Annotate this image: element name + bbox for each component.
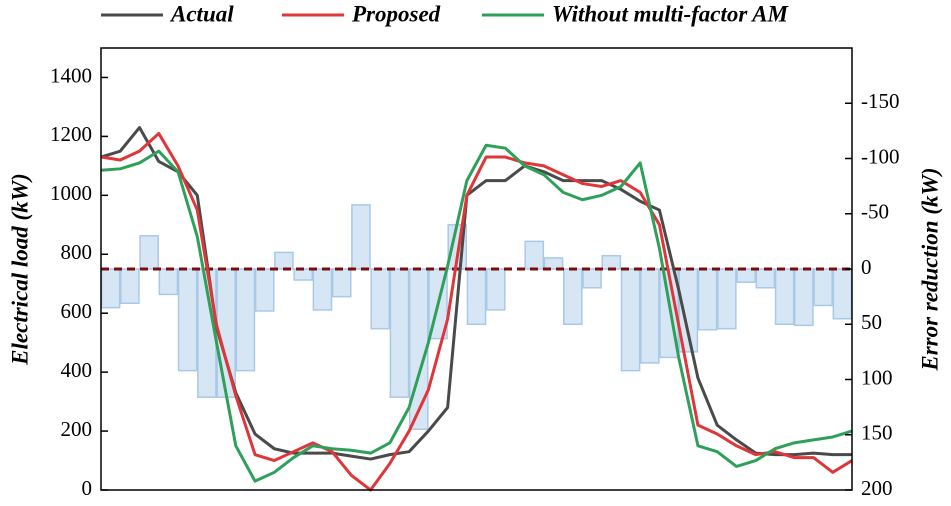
error-bar [254, 268, 275, 312]
error-bar [120, 268, 140, 305]
error-bar [582, 268, 602, 289]
line-series [100, 131, 853, 492]
y-tick-label: 1400 [50, 63, 92, 87]
y2-tick-label: 50 [861, 310, 882, 334]
legend-label: Proposed [351, 1, 441, 26]
y2-tick-label: 150 [861, 421, 893, 445]
error-bar [370, 268, 391, 330]
y-tick-label: 200 [61, 417, 93, 441]
error-bar [235, 268, 256, 372]
error-bar [774, 268, 795, 325]
error-bar [601, 254, 622, 270]
y-tick-label: 0 [82, 476, 93, 500]
y-tick-label: 400 [61, 358, 93, 382]
y-axis-label: Electrical load (kW) [7, 173, 32, 366]
error-bar [832, 268, 853, 320]
y2-tick-label: -100 [861, 144, 900, 168]
error-bar [274, 251, 294, 270]
y-tick-label: 1000 [50, 181, 92, 205]
y2-tick-label: 0 [861, 255, 872, 279]
error-bar [485, 268, 506, 311]
error-bar [466, 268, 487, 325]
y2-axis-label: Error reduction (kW) [917, 167, 942, 371]
error-bar [312, 268, 333, 311]
error-bar [351, 204, 371, 270]
legend-label: Without multi-factor AM [552, 1, 790, 26]
error-bar [736, 268, 756, 284]
y-tick-label: 600 [61, 299, 93, 323]
error-bar [640, 268, 660, 364]
y2-tick-label: 200 [861, 476, 893, 500]
error-bar [331, 268, 352, 298]
error-bar [139, 235, 159, 270]
error-bar [389, 268, 410, 398]
y-tick-label: 800 [61, 240, 93, 264]
error-bar [158, 268, 179, 296]
y2-tick-label: 100 [861, 365, 893, 389]
y2-tick-label: -150 [861, 89, 900, 113]
error-bar [620, 268, 641, 372]
error-bar [755, 268, 776, 289]
error-bar [177, 268, 198, 372]
y2-tick-label: -50 [861, 200, 889, 224]
error-bar [813, 268, 833, 307]
error-bar [543, 257, 564, 270]
error-bar [100, 268, 121, 309]
y-tick-label: 1200 [50, 122, 92, 146]
error-bar [293, 268, 313, 281]
legend-label: Actual [169, 1, 234, 26]
error-bar [717, 268, 737, 330]
error-bar [794, 268, 814, 327]
error-bar [697, 268, 718, 331]
line-series [100, 143, 853, 483]
error-bar [562, 268, 583, 325]
error-bar [524, 240, 545, 270]
